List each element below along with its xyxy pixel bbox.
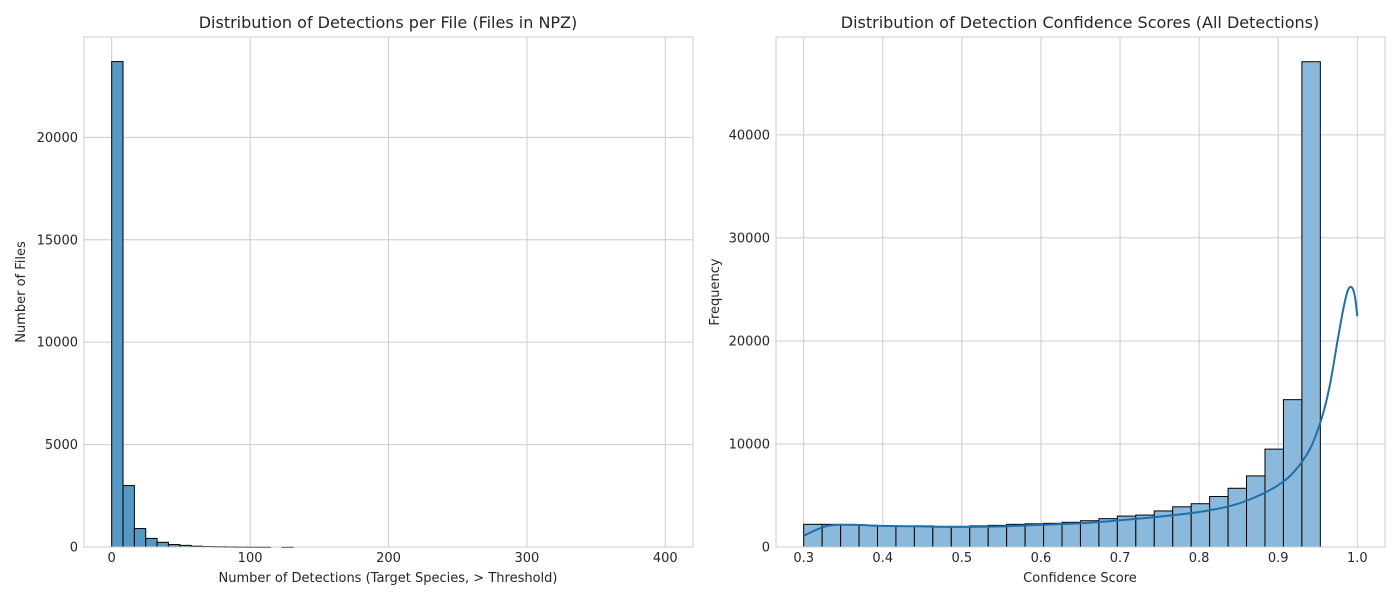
y-tick-label: 20000 [37,131,78,146]
x-tick-label: 0.4 [872,551,893,566]
chart1-grid [84,37,693,548]
histogram-bar [1264,448,1284,548]
histogram-bar [858,524,878,548]
x-tick-label: 400 [653,551,678,566]
chart2-title: Distribution of Detection Confidence Sco… [841,13,1320,32]
x-tick-label: 0.9 [1268,551,1289,566]
chart2-x-ticks: 0.3 0.4 0.5 0.6 0.7 0.8 0.9 1.0 [793,551,1367,566]
chart1-y-label: Number of Files [14,241,29,343]
chart2-y-label: Frequency [708,258,723,325]
chart1-y-ticks: 0 5000 10000 15000 20000 [37,131,78,556]
chart1-x-label: Number of Detections (Target Species, > … [219,571,558,586]
histogram-bar [913,525,934,548]
x-tick-label: 0.5 [952,551,973,566]
histogram-bar [895,525,915,548]
y-tick-label: 20000 [729,334,770,349]
y-tick-label: 10000 [729,437,770,452]
x-tick-label: 200 [376,551,401,566]
x-tick-label: 0.3 [793,551,814,566]
histogram-bar [1135,514,1155,548]
x-tick-label: 0 [108,551,116,566]
x-tick-label: 1.0 [1347,551,1368,566]
histogram-bar [1246,475,1266,548]
x-tick-label: 0.7 [1110,551,1131,566]
y-tick-label: 15000 [37,233,78,248]
chart-confidence-scores: Distribution of Detection Confidence Sco… [708,13,1386,586]
histogram-bar [1209,496,1229,548]
chart-detections-per-file: Distribution of Detections per File (Fil… [14,13,694,586]
histogram-bar [1061,521,1081,548]
x-tick-label: 100 [238,551,263,566]
chart2-y-ticks: 0 10000 20000 30000 40000 [729,128,770,555]
histogram-bar [122,485,135,548]
histogram-bar [821,523,842,548]
x-tick-label: 0.6 [1031,551,1052,566]
x-tick-label: 300 [514,551,539,566]
y-tick-label: 5000 [45,438,78,453]
histogram-bar [876,525,897,548]
histogram-bar [932,525,952,548]
y-tick-label: 30000 [729,231,770,246]
histogram-bar [1024,523,1045,548]
chart2-frame [775,36,1386,548]
chart1-frame [83,36,694,548]
histogram-bar [1006,523,1026,548]
chart1-bars [111,61,294,548]
histogram-bar [987,524,1008,548]
y-tick-label: 0 [70,541,78,556]
histogram-bar [969,525,989,548]
histogram-bar [1079,520,1100,548]
histogram-bar [840,524,860,548]
histogram-bar [1098,518,1118,548]
chart1-title: Distribution of Detections per File (Fil… [199,13,578,32]
y-tick-label: 10000 [37,336,78,351]
y-tick-label: 40000 [729,128,770,143]
x-tick-label: 0.8 [1189,551,1210,566]
chart2-x-label: Confidence Score [1023,571,1137,586]
histogram-bar [1301,61,1321,548]
chart1-x-ticks: 0 100 200 300 400 [108,551,678,566]
histogram-bar [145,537,158,548]
histogram-bar [1043,522,1063,548]
histogram-bar [133,528,147,548]
chart2-kde-line [803,285,1359,537]
histogram-bar [1227,487,1248,548]
y-tick-label: 0 [762,541,770,556]
histogram-bar [111,61,124,548]
histogram-bar [156,541,169,548]
histogram-bar [950,525,971,548]
